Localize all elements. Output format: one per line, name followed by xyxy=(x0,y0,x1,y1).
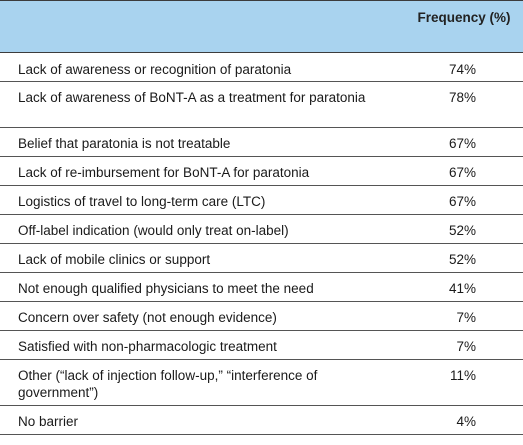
row-label: No barrier xyxy=(18,414,79,429)
table-row: Concern over safety (not enough evidence… xyxy=(0,302,523,331)
table-row: Logistics of travel to long-term care (L… xyxy=(0,186,523,215)
table-row: Belief that paratonia is not treatable 6… xyxy=(0,128,523,157)
row-label: Belief that paratonia is not treatable xyxy=(18,136,231,151)
table-row: Lack of awareness of BoNT-A as a treatme… xyxy=(0,82,523,128)
table-header: Frequency (%) xyxy=(0,0,523,53)
table-row: Lack of re-imbursement for BoNT-A for pa… xyxy=(0,157,523,186)
table-row: Off-label indication (would only treat o… xyxy=(0,215,523,244)
row-value: 52% xyxy=(448,223,476,238)
row-value: 11% xyxy=(449,368,476,383)
row-label: Lack of mobile clinics or support xyxy=(18,252,211,267)
table-row: Not enough qualified physicians to meet … xyxy=(0,273,523,302)
table-row: Satisfied with non-pharmacologic treatme… xyxy=(0,331,523,360)
row-label: Lack of awareness of BoNT-A as a treatme… xyxy=(18,90,366,105)
row-value: 78% xyxy=(448,90,476,105)
row-label: Concern over safety (not enough evidence… xyxy=(18,310,277,325)
row-value: 74% xyxy=(448,62,476,77)
row-label: Lack of awareness or recognition of para… xyxy=(18,62,292,77)
row-label: Other (“lack of injection follow-up,” “i… xyxy=(18,368,318,400)
frequency-column-header: Frequency (%) xyxy=(417,10,511,25)
row-label: Lack of re-imbursement for BoNT-A for pa… xyxy=(18,165,310,180)
table-row: Other (“lack of injection follow-up,” “i… xyxy=(0,360,523,406)
table-row: Lack of awareness or recognition of para… xyxy=(0,53,523,82)
row-label: Logistics of travel to long-term care (L… xyxy=(18,194,266,209)
row-label: Off-label indication (would only treat o… xyxy=(18,223,289,238)
table-row: No barrier 4% xyxy=(0,406,523,435)
row-value: 4% xyxy=(456,414,476,429)
row-value: 67% xyxy=(448,194,476,209)
row-value: 52% xyxy=(448,252,476,267)
table-row: Lack of mobile clinics or support 52% xyxy=(0,244,523,273)
row-value: 41% xyxy=(448,281,476,296)
row-value: 67% xyxy=(448,165,476,180)
row-value: 67% xyxy=(448,136,476,151)
row-label: Not enough qualified physicians to meet … xyxy=(18,281,314,296)
row-value: 7% xyxy=(456,310,476,325)
row-value: 7% xyxy=(456,339,476,354)
barriers-table: Frequency (%) Lack of awareness or recog… xyxy=(0,0,523,435)
row-label: Satisfied with non-pharmacologic treatme… xyxy=(18,339,277,354)
